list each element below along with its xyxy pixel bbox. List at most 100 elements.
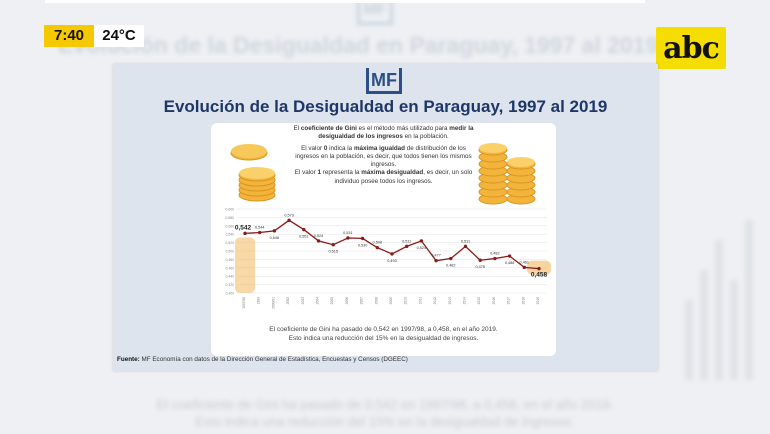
background-caption-line1: El coeficiente de Gini ha pasado de 0,54…	[156, 397, 614, 412]
chart-note: El coeficiente de Gini ha pasado de 0,54…	[211, 325, 556, 343]
x-tick-label: 2011	[418, 297, 422, 304]
value-label: 0,482	[446, 264, 456, 268]
data-point	[287, 218, 291, 223]
x-tick-label: 2015	[477, 297, 481, 305]
x-tick-label: 2019	[536, 297, 540, 305]
x-tick-label: 2014	[463, 297, 467, 305]
value-label: 0,515	[328, 250, 338, 254]
value-label: 0,511	[402, 239, 411, 243]
intro-paragraph-1: El coeficiente de Gini es el método más …	[293, 125, 474, 141]
x-tick-label: 1997/98	[242, 297, 246, 309]
background-caption-line2: Esto indica una reducción del 15% en la …	[195, 414, 575, 429]
value-label: 0,530	[358, 243, 368, 247]
y-tick-label: 0,400	[226, 292, 235, 296]
data-point	[346, 236, 350, 240]
y-tick-label: 0,460	[226, 266, 235, 270]
y-tick-label: 0,540	[226, 233, 235, 237]
value-label: 0,524	[314, 234, 324, 238]
x-tick-label: 2010	[404, 297, 408, 305]
x-tick-label: 2008	[374, 297, 378, 305]
data-point	[493, 256, 497, 261]
channel-logo: abc	[656, 27, 726, 69]
chart-note-line1: El coeficiente de Gini ha pasado de 0,54…	[269, 326, 498, 333]
x-tick-label: 2004	[316, 297, 320, 305]
channel-logo-text: abc	[663, 30, 720, 66]
source-citation: Fuente: MF Economía con datos de la Dire…	[117, 356, 408, 363]
data-point	[390, 252, 394, 256]
x-tick-label: 2012	[433, 297, 437, 305]
value-label: 0,542	[235, 224, 252, 231]
x-tick-label: 2018	[521, 297, 525, 305]
value-label: 0,531	[343, 231, 353, 235]
value-label: 0,524	[417, 246, 427, 250]
x-tick-label: 2013	[448, 297, 452, 305]
slide: MF Evolución de la Desigualdad en Paragu…	[113, 64, 658, 371]
background-bars-graphic	[685, 220, 753, 380]
data-point	[522, 265, 526, 270]
data-point	[243, 231, 247, 236]
data-point	[478, 258, 482, 262]
intro-text: El coeficiente de Gini es el método más …	[291, 125, 476, 189]
y-tick-label: 0,520	[226, 241, 235, 245]
intro-paragraph-2: El valor 0 indica la máxima igualdad de …	[294, 144, 473, 185]
value-label: 0,493	[387, 259, 397, 263]
highlight-start-bar	[235, 237, 255, 293]
data-point	[272, 229, 277, 233]
data-point	[258, 230, 262, 235]
x-tick-label: 2016	[492, 297, 496, 305]
data-point	[419, 239, 424, 243]
background-logo: MF	[357, 0, 393, 25]
data-point	[360, 236, 365, 241]
x-tick-label: 2006	[345, 297, 349, 305]
data-point	[405, 244, 409, 249]
y-tick-label: 0,500	[226, 250, 235, 254]
mf-logo: MF	[366, 68, 402, 94]
value-label: 0,488	[505, 261, 515, 265]
source-text: MF Economía con datos de la Dirección Ge…	[139, 356, 408, 363]
x-tick-label: 2002	[286, 297, 290, 305]
source-label: Fuente:	[117, 356, 140, 363]
coins-stack-left-icon	[230, 144, 276, 202]
x-tick-label: 2003	[301, 297, 305, 305]
slide-title: Evolución de la Desigualdad en Paraguay,…	[163, 97, 608, 116]
top-strip	[45, 0, 645, 3]
x-tick-label: 2009	[389, 297, 393, 305]
data-point	[316, 239, 321, 243]
value-label: 0,477	[431, 254, 441, 258]
x-tick-label: 2007	[360, 297, 364, 305]
value-label: 0,461	[520, 260, 530, 264]
background-title: Evolución de la Desigualdad en Paraguay,…	[58, 32, 659, 58]
chart-note-line2: Esto indica una reducción del 15% en la …	[288, 335, 479, 342]
y-tick-label: 0,580	[226, 216, 235, 220]
data-point	[434, 258, 438, 263]
y-tick-label: 0,480	[226, 258, 235, 262]
x-tick-label: 2017	[507, 297, 511, 305]
y-tick-label: 0,560	[226, 224, 235, 228]
y-tick-label: 0,440	[226, 275, 235, 279]
data-point	[463, 244, 468, 249]
value-label: 0,458	[531, 272, 548, 279]
temperature: 24°C	[94, 25, 144, 47]
x-tick-label: 1999	[257, 297, 261, 305]
x-tick-label: 2005	[330, 297, 334, 305]
infographic-card: El coeficiente de Gini es el método más …	[211, 123, 556, 356]
value-label: 0,508	[373, 241, 383, 245]
data-point	[537, 266, 541, 271]
x-tick-label: 2000/01	[271, 297, 275, 309]
gini-line-chart: 0,600 0,580 0,560 0,540 0,520 0,500 0,480 0,460…	[226, 208, 551, 309]
y-tick-label: 0,420	[226, 283, 235, 287]
data-point	[507, 254, 512, 258]
y-tick-label: 0,600	[226, 208, 235, 212]
coins-stack-right-icon	[478, 143, 536, 205]
value-label: 0,573	[284, 213, 294, 217]
value-label: 0,548	[270, 236, 280, 240]
value-label: 0,551	[299, 235, 309, 239]
value-label: 0,544	[255, 226, 265, 230]
clock-time: 7:40	[44, 25, 94, 47]
value-label: 0,511	[461, 239, 470, 243]
value-label: 0,482	[490, 252, 500, 256]
data-point	[331, 243, 335, 247]
data-point	[302, 227, 306, 232]
data-point	[375, 245, 379, 250]
data-point	[449, 256, 453, 261]
